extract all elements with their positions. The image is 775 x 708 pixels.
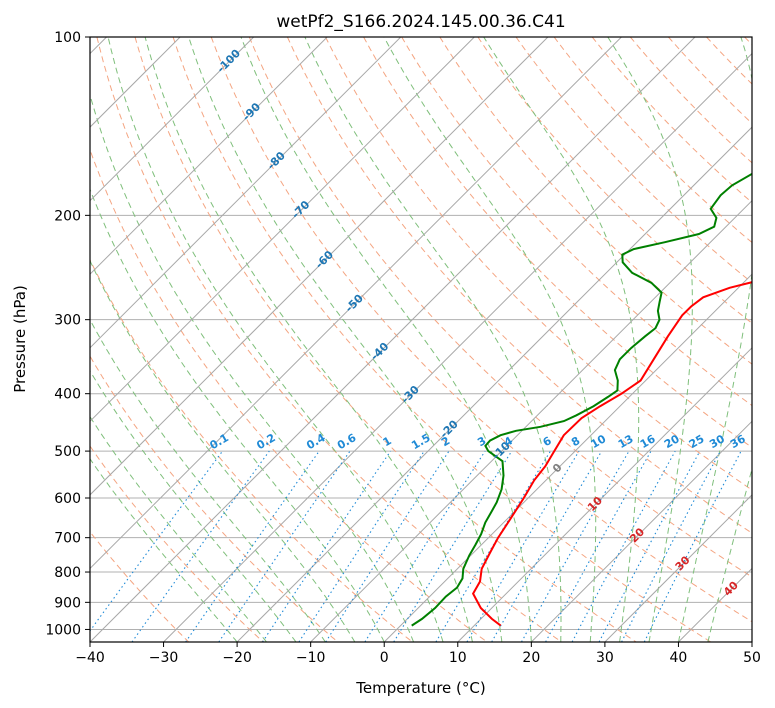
y-tick-label: 600 [54,491,81,507]
x-tick-label: 50 [743,650,761,666]
mixing-ratio-line [364,450,486,642]
dry-adiabat [477,37,752,324]
dry-adiabat [134,37,637,642]
isotherm-line [310,199,752,642]
moist-adiabat [107,37,444,642]
x-tick-label: −40 [75,650,105,666]
x-tick-label: −10 [296,650,326,666]
isotherm-line [90,37,255,202]
isotherm-line [90,37,622,570]
moist-adiabat [483,37,640,642]
isotherm-line [236,126,752,642]
mixing-ratio-line [571,450,676,642]
moist-adiabat [707,467,752,642]
moist-adiabat [90,457,238,642]
mixing-ratio-line [393,450,513,642]
dry-adiabat [325,37,752,491]
mixing-ratio-line [325,450,450,642]
moist-adiabat [383,37,597,642]
y-tick-label: 200 [54,208,81,224]
x-tick-label: 40 [670,650,688,666]
y-axis: 1000 900 800 700 600 500 400 300 200 100 [45,30,90,638]
y-tick-label: 800 [54,565,81,581]
moist-adiabat [90,318,326,642]
x-tick-label: −30 [149,650,179,666]
moist-adiabat [188,37,503,642]
moist-adiabat [90,259,356,642]
moist-adiabat [144,37,473,642]
dewpoint-line [411,172,752,627]
mixing-ratio-line [131,450,270,642]
mixing-ratio-line [466,450,580,642]
mixing-ratio-line [218,450,351,642]
y-tick-label: 400 [54,387,81,403]
isotherm-line [604,494,752,642]
mixing-ratio-line [598,450,701,642]
isotherm-line [90,37,549,496]
dry-adiabat [210,37,752,623]
isotherm-line [90,37,328,275]
y-tick-label: 500 [54,444,81,460]
moist-adiabat [90,415,267,642]
mixing-ratio-line [262,450,391,642]
x-tick-label: −20 [222,650,252,666]
isotherm-line [90,37,402,349]
y-tick-label: 300 [54,313,81,329]
x-axis-title: Temperature (°C) [355,679,485,697]
pressure-gridlines [90,37,752,630]
mixing-ratio-line [435,450,551,642]
isotherm-line [90,37,475,423]
isotherms [90,37,752,642]
isotherm-line [90,37,696,642]
dry-adiabat [96,37,562,642]
y-axis-title: Pressure (hPa) [11,285,29,393]
moist-adiabat [240,37,532,642]
mixing-ratio-lines [90,450,742,642]
isotherm-line [163,52,752,642]
y-tick-label: 900 [54,595,81,611]
temperature-line [471,281,752,627]
x-axis: −40 −30 −20 −10 0 10 20 30 40 50 [75,642,761,666]
dry-adiabat [90,445,264,642]
isotherm-line [530,420,752,642]
x-tick-label: 0 [380,650,389,666]
mixing-ratio-line [185,450,320,642]
y-tick-label: 100 [54,30,81,46]
x-tick-label: 10 [449,650,467,666]
dry-adiabat [248,37,752,578]
moist-adiabat [677,37,752,642]
y-tick-label: 1000 [45,622,81,638]
isotherm-line [457,347,752,642]
chart-title: wetPf2_S166.2024.145.00.36.C41 [276,12,565,32]
dry-adiabat [172,37,712,642]
moist-adiabats [90,37,752,642]
isotherm-line [383,273,752,642]
moist-adiabat [90,369,297,642]
moist-adiabat [607,37,693,642]
moist-adiabat [90,188,385,642]
profile-series [411,172,752,627]
dry-adiabat [90,148,488,642]
plot-frame [89,36,753,643]
dry-adiabat [401,37,752,407]
x-tick-label: 20 [522,650,540,666]
mixing-ratio-line [298,450,425,642]
x-tick-label: 30 [596,650,614,666]
moist-adiabat [304,37,562,642]
y-tick-label: 700 [54,531,81,547]
